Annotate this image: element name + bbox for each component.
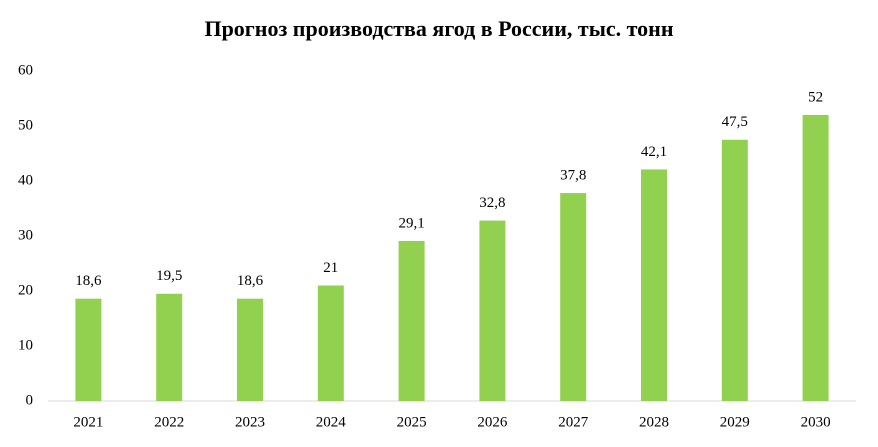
bar — [641, 169, 667, 401]
x-tick-label: 2027 — [558, 414, 589, 430]
bar — [398, 240, 425, 401]
x-tick-label: 2026 — [477, 414, 508, 430]
value-label: 21 — [323, 260, 338, 276]
x-tick-label: 2029 — [720, 414, 750, 430]
value-label: 18,6 — [75, 273, 102, 289]
x-tick-label: 2024 — [316, 414, 347, 430]
value-label: 29,1 — [398, 215, 424, 231]
value-label: 18,6 — [237, 273, 264, 289]
bar — [802, 115, 829, 401]
x-tick-label: 2021 — [73, 414, 103, 430]
y-tick-label: 50 — [18, 117, 33, 133]
value-label: 19,5 — [156, 268, 182, 284]
y-tick-label: 20 — [18, 282, 33, 298]
x-tick-label: 2028 — [639, 414, 669, 430]
bar — [479, 220, 506, 401]
bar — [317, 285, 344, 401]
chart-title: Прогноз производства ягод в России, тыс.… — [204, 16, 673, 41]
bar — [721, 139, 748, 401]
value-label: 52 — [808, 89, 823, 105]
y-tick-label: 60 — [18, 62, 33, 78]
bar — [156, 293, 183, 401]
value-label: 37,8 — [560, 168, 586, 184]
bar — [75, 298, 102, 401]
x-tick-label: 2022 — [154, 414, 184, 430]
value-label: 32,8 — [479, 195, 505, 211]
bar — [560, 193, 587, 401]
y-tick-label: 10 — [18, 337, 33, 353]
bar — [237, 298, 263, 401]
y-tick-label: 30 — [18, 227, 33, 243]
x-tick-label: 2023 — [235, 414, 265, 430]
y-tick-label: 0 — [26, 392, 34, 408]
x-tick-label: 2030 — [801, 414, 831, 430]
x-tick-label: 2025 — [397, 414, 427, 430]
y-tick-label: 40 — [18, 172, 33, 188]
value-label: 42,1 — [641, 144, 667, 160]
value-label: 47,5 — [722, 114, 748, 130]
